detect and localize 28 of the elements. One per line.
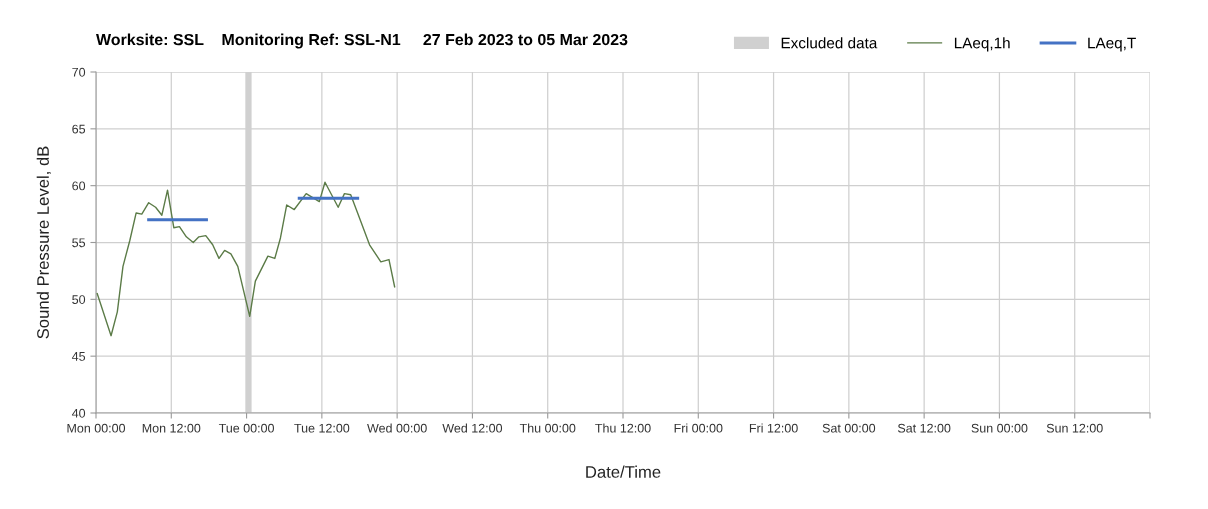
x-tick-label: Sat 12:00 bbox=[897, 423, 951, 433]
x-tick-label: Thu 00:00 bbox=[519, 423, 576, 433]
x-tick-label: Thu 12:00 bbox=[595, 423, 651, 433]
x-axis-title: Date/Time bbox=[586, 465, 661, 478]
x-tick-label: Fri 12:00 bbox=[749, 423, 798, 433]
x-tick-label: Sun 12:00 bbox=[1046, 423, 1103, 433]
y-tick-label: 70 bbox=[72, 67, 86, 77]
x-tick-label: Wed 00:00 bbox=[367, 423, 427, 433]
y-tick-label: 60 bbox=[72, 181, 86, 191]
x-tick-label: Sun 00:00 bbox=[971, 423, 1028, 433]
y-axis-title: Sound Pressure Level, dB bbox=[36, 146, 51, 339]
y-tick-label: 40 bbox=[71, 408, 86, 418]
x-tick-label: Tue 00:00 bbox=[218, 423, 274, 433]
x-tick-label: Sat 00:00 bbox=[822, 423, 876, 433]
legend-label: Excluded data bbox=[781, 37, 878, 49]
legend-label: LAeq,T bbox=[1088, 37, 1136, 52]
line-series bbox=[96, 181, 396, 337]
x-tick-label: Fri 00:00 bbox=[674, 423, 723, 433]
y-tick-label: 55 bbox=[72, 238, 86, 248]
x-tick-label: Wed 12:00 bbox=[442, 423, 503, 433]
x-tick-label: Tue 12:00 bbox=[294, 423, 350, 433]
chart-title: Worksite: SSL Monitoring Ref: SSL-N1 27 Feb 2023 to 05 Mar 2023 bbox=[96, 33, 628, 49]
y-tick-label: 50 bbox=[72, 295, 86, 304]
y-tick-label: 65 bbox=[72, 124, 86, 134]
x-tick-label: Mon 00:00 bbox=[67, 423, 126, 433]
y-tick-label: 45 bbox=[71, 352, 86, 361]
legend-label: LAeq,1h bbox=[954, 37, 1010, 52]
x-tick-label: Mon 12:00 bbox=[142, 423, 201, 433]
